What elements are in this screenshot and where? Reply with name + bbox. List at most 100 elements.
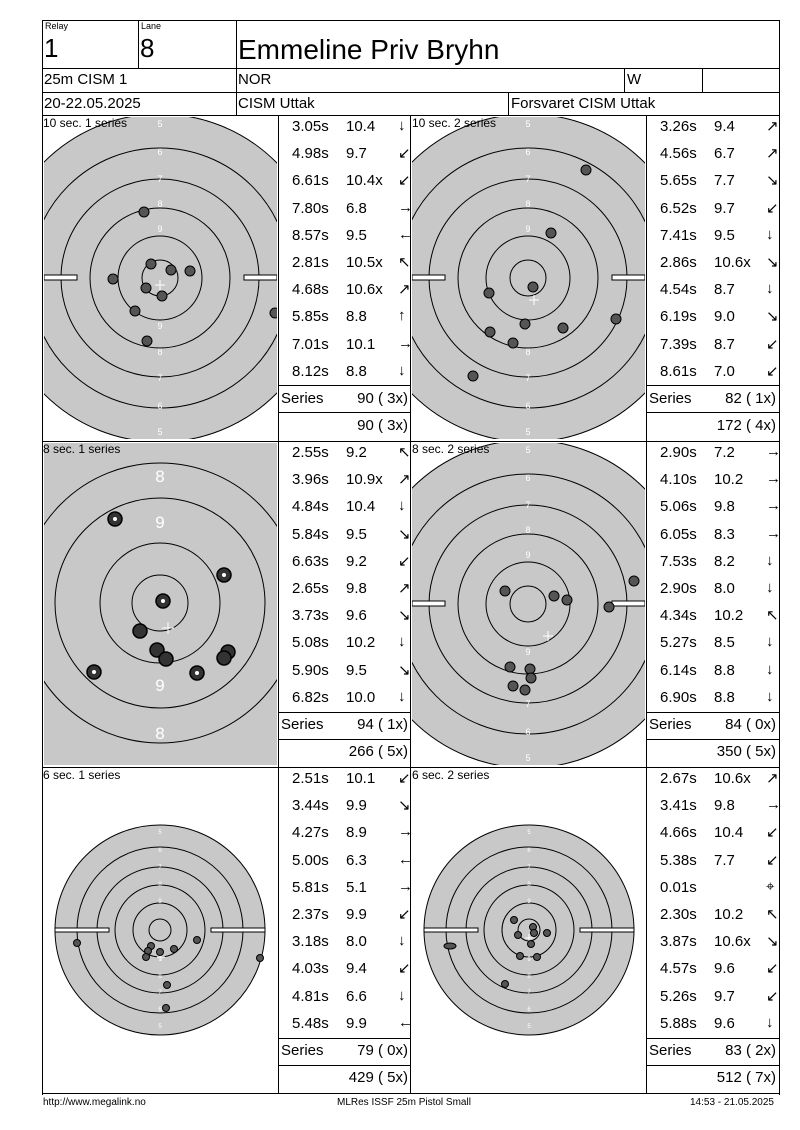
svg-text:7: 7 — [527, 990, 531, 996]
shot-score: 8.0 — [346, 933, 367, 951]
shot-time: 2.51s — [292, 770, 329, 787]
shot-time: 4.68s — [292, 281, 329, 299]
svg-text:5: 5 — [527, 830, 531, 836]
shot-direction: ↘ — [398, 661, 411, 679]
svg-text:6: 6 — [158, 1007, 162, 1013]
shot-score: 9.2 — [346, 444, 367, 461]
target-6s-series-2: 5 6 7 8 9 9 8 7 6 5 — [423, 824, 635, 1036]
shot-time: 5.90s — [292, 661, 329, 679]
shot-time: 4.54s — [660, 281, 697, 299]
shot-direction: ↙ — [766, 199, 779, 217]
shot-row: 4.84s 10.4 ↓ — [292, 497, 412, 518]
shot-row: 2.86s 10.6x ↘ — [660, 254, 780, 274]
shot-score: 9.7 — [714, 199, 735, 217]
series-score: 90 ( 3x) — [357, 390, 408, 407]
shot-direction: ↓ — [766, 660, 774, 678]
shot-time: 4.56s — [660, 145, 697, 163]
svg-text:5: 5 — [158, 830, 162, 836]
panel-title: 8 sec. 1 series — [43, 442, 121, 456]
shot-time: 4.10s — [660, 471, 697, 489]
shot-time: 2.37s — [292, 906, 329, 923]
shot-direction: ↗ — [398, 580, 411, 597]
shot-direction: ↓ — [766, 633, 774, 651]
shot-direction: ↗ — [766, 118, 779, 135]
shot-time: 4.98s — [292, 145, 329, 163]
shot-score: 8.8 — [346, 308, 367, 326]
shot-row: 4.68s 10.6x ↗ — [292, 281, 412, 301]
shot-score: 10.5x — [346, 254, 383, 271]
shot-row: 8.12s 8.8 ↓ — [292, 362, 412, 383]
shot-direction: ↗ — [766, 770, 779, 787]
shot-direction: ↓ — [766, 687, 774, 705]
svg-text:8: 8 — [525, 525, 530, 535]
svg-text:7: 7 — [527, 865, 531, 871]
shot-time: 4.03s — [292, 960, 329, 978]
panel-title: 8 sec. 2 series — [412, 442, 490, 456]
shot-time: 3.18s — [292, 933, 329, 951]
shot-direction: ↙ — [398, 552, 411, 570]
svg-text:5: 5 — [525, 119, 530, 129]
shot-row: 5.38s 7.7 ↙ — [660, 852, 780, 872]
shot-time: 2.86s — [660, 254, 697, 271]
shot-row: 5.88s 9.6 ↓ — [660, 1013, 780, 1035]
shot-direction: ↙ — [766, 335, 779, 353]
shot-score: 8.5 — [714, 634, 735, 652]
shot-time: 3.87s — [660, 933, 697, 951]
shot-row: 5.85s 8.8 ↑ — [292, 307, 412, 328]
shot-direction: ↘ — [398, 607, 411, 625]
shot-score: 8.0 — [714, 580, 735, 597]
shot-direction: ↖ — [766, 906, 779, 923]
shot-time: 3.05s — [292, 118, 329, 135]
shot-direction: ↙ — [398, 145, 411, 163]
shot-score: 10.6x — [346, 281, 383, 299]
svg-text:5: 5 — [157, 119, 162, 129]
shot-row: 4.34s 10.2 ↖ — [660, 607, 780, 627]
shot-score: 7.2 — [714, 444, 735, 461]
shot-direction: → — [766, 443, 781, 460]
shot-row: 3.87s 10.6x ↘ — [660, 933, 780, 953]
shot-row: 6.82s 10.0 ↓ — [292, 688, 412, 709]
lane-label: Lane — [141, 21, 162, 31]
shot-time: 5.85s — [292, 308, 329, 326]
running-total: 350 ( 5x) — [716, 743, 776, 760]
shot-direction: ↗ — [398, 281, 411, 299]
svg-text:6: 6 — [158, 848, 162, 854]
shot-score: 9.9 — [346, 1014, 367, 1032]
shot-row: 3.18s 8.0 ↓ — [292, 932, 412, 953]
shot-direction: ↘ — [766, 933, 779, 951]
series-label: Series — [649, 716, 692, 733]
shot-time: 2.65s — [292, 580, 329, 597]
shot-row: 4.66s 10.4 ↙ — [660, 824, 780, 844]
shot-score: 8.8 — [714, 661, 735, 679]
shot-time: 4.34s — [660, 607, 697, 625]
series-score: 79 ( 0x) — [357, 1042, 408, 1059]
shot-row: 2.90s 8.0 ↓ — [660, 579, 780, 600]
svg-text:7: 7 — [158, 990, 162, 996]
team: Forsvaret CISM Uttak — [511, 95, 656, 112]
shot-score: 9.7 — [714, 987, 735, 1005]
shot-row: 5.84s 9.5 ↘ — [292, 526, 412, 546]
shot-score: 8.2 — [714, 552, 735, 570]
series-label: Series — [281, 716, 324, 733]
running-total: 90 ( 3x) — [357, 417, 408, 434]
shot-score: 7.7 — [714, 172, 735, 190]
svg-text:5: 5 — [525, 445, 530, 455]
shot-direction: ← — [398, 1013, 413, 1031]
shot-score: 10.1 — [346, 770, 376, 787]
svg-text:8: 8 — [525, 347, 530, 357]
shot-row: 6.19s 9.0 ↘ — [660, 308, 780, 328]
shot-time: 5.38s — [660, 851, 697, 869]
shot-row: 5.06s 9.8 → — [660, 497, 781, 518]
svg-text:7: 7 — [525, 699, 530, 709]
shot-time: 7.41s — [660, 226, 697, 244]
shot-score: 10.4 — [346, 498, 376, 516]
shot-score: 7.0 — [714, 362, 735, 380]
shot-direction: ↓ — [766, 1013, 774, 1031]
series-score: 82 ( 1x) — [725, 390, 776, 407]
shot-row: 5.27s 8.5 ↓ — [660, 633, 780, 654]
shot-row: 2.51s 10.1 ↙ — [292, 770, 412, 790]
shot-score: 8.7 — [714, 281, 735, 299]
svg-text:9: 9 — [527, 899, 531, 905]
svg-text:8: 8 — [155, 724, 164, 743]
shot-score: 10.1 — [346, 335, 376, 353]
